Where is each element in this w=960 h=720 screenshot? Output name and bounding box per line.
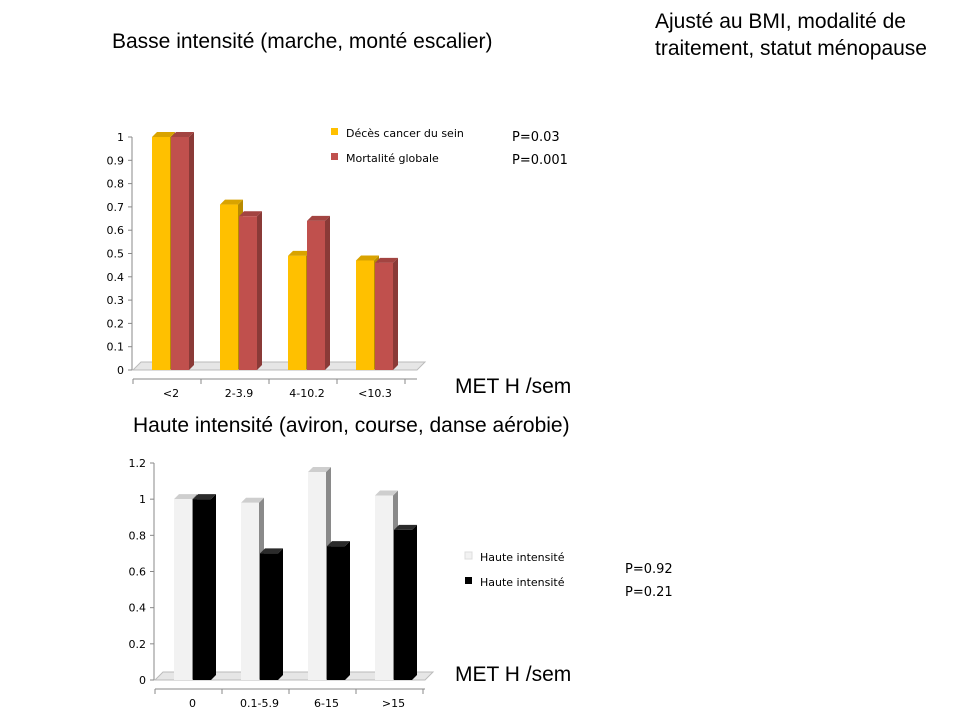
chart2-y-tick-label: 0 [139,674,146,687]
chart2-title: Haute intensité (aviron, course, danse a… [133,414,570,437]
chart2-y-tick-label: 1 [139,493,146,506]
chart2-x-tick-label: 0 [189,697,196,710]
chart1-bar [356,260,374,370]
adjustment-note: Ajusté au BMI, modalité de traitement, s… [655,10,927,60]
chart2-bar [193,499,211,680]
chart2-y-tick-label: 0.8 [129,529,147,542]
chart1-p-value: P=0.03 [512,130,560,145]
chart1-y-tick-label: 0 [117,364,124,377]
chart1-bar [288,255,306,370]
chart1-bar-side [325,215,330,370]
chart1-y-tick-label: 0.7 [107,201,125,214]
chart2-legend-swatch [464,551,473,560]
chart2-y-tick-label: 0.2 [129,638,147,651]
chart1-x-tick-label: <2 [163,387,179,400]
chart1-legend-label: Mortalité globale [346,152,439,165]
chart1-y-tick-label: 1 [117,131,124,144]
chart2-y-tick-label: 1.2 [129,457,147,470]
chart2-bar [327,546,345,680]
chart1-bar [239,216,257,370]
chart1-bar-side [189,132,194,370]
chart2-legend-swatch [465,577,472,584]
chart1-bar-top [356,255,379,261]
chart1-y-tick-label: 0.9 [107,154,125,167]
chart2-bar-top [174,494,197,500]
chart1-x-tick-label: <10.3 [358,387,392,400]
chart1-bar [152,137,170,370]
chart2-bar-top [308,467,331,473]
chart1-legend-swatch [331,153,338,160]
chart2-bar [308,472,326,680]
chart2-legend-label: Haute intensité [480,551,565,564]
chart1-y-tick-label: 0.8 [107,178,125,191]
chart1-bar-top [375,257,398,263]
chart1-p-value: P=0.001 [512,153,568,168]
chart2-x-tick-label: 6-15 [314,697,339,710]
chart1-bar-top [171,132,194,137]
chart2-p-value: P=0.21 [625,585,673,600]
chart2-p-value: P=0.92 [625,562,673,577]
chart1-y-tick-label: 0.3 [107,294,125,307]
chart2-bar-side [345,541,350,680]
chart1-bar-side [257,211,262,370]
chart2-bar-top [394,524,417,530]
chart1-y-tick-label: 0.6 [107,224,125,237]
chart2-bar-side [412,524,417,680]
chart2-x-axis-label: MET H /sem [455,663,572,686]
chart1-bar [375,262,393,370]
chart2-bar-top [327,541,350,547]
chart2-bar-top [241,497,264,503]
chart2-bar [260,553,278,680]
chart2-x-tick-label: 0.1-5.9 [240,697,279,710]
chart1-legend-label: Décès cancer du sein [346,127,464,140]
chart2-x-tick-label: >15 [382,697,405,710]
chart2-bar-top [375,490,398,496]
chart1-bar-side [393,257,398,370]
chart1-y-tick-label: 0.5 [107,248,125,261]
chart1-y-tick-label: 0.4 [107,271,125,284]
chart2-y-tick-label: 0.6 [129,566,147,579]
chart2-bar [375,495,393,680]
chart2-bar-top [193,494,216,500]
chart1-legend-swatch [331,128,338,135]
chart1-bar [307,220,325,370]
chart2-y-tick-label: 0.4 [129,602,147,615]
chart1-bar-top [220,199,243,205]
chart1-bar-top [307,215,330,221]
chart1-bar-top [239,211,262,217]
chart2-legend-label: Haute intensité [480,576,565,589]
chart2-bar-side [278,548,283,680]
chart1-bar [220,204,238,370]
chart2-bar [394,529,412,680]
chart1-bar-top [288,250,311,256]
chart2-bar-side [211,494,216,680]
chart1-y-tick-label: 0.2 [107,317,125,330]
chart1-x-tick-label: 2-3.9 [225,387,253,400]
chart1-bar-top [152,132,175,137]
chart1-y-tick-label: 0.1 [107,341,125,354]
chart2-bar [174,499,192,680]
chart1-x-axis-label: MET H /sem [455,375,572,398]
chart1-x-tick-label: 4-10.2 [289,387,324,400]
chart2-bar [241,502,259,680]
chart1-title: Basse intensité (marche, monté escalier) [112,30,493,53]
chart2-bar-top [260,548,283,554]
chart1-bar [171,137,189,370]
